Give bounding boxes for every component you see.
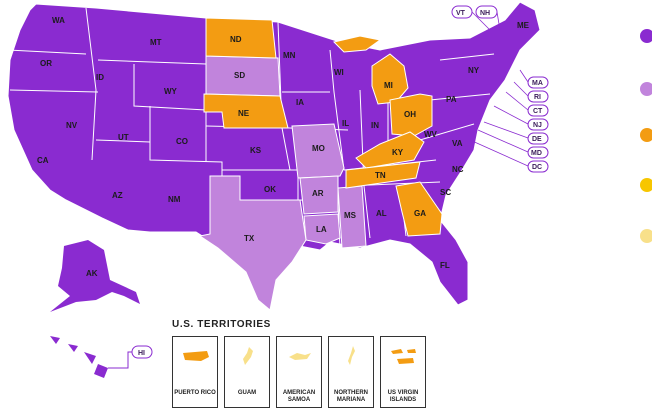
label-tx: TX — [244, 234, 255, 243]
svg-text:VT: VT — [456, 10, 466, 17]
label-tn: TN — [375, 171, 386, 180]
label-ak: AK — [86, 269, 98, 278]
label-mn: MN — [283, 51, 296, 60]
badge-hi: HI — [131, 345, 153, 359]
puerto-rico-shape — [183, 351, 209, 361]
state-tx — [198, 175, 307, 311]
label-wv: WV — [424, 130, 438, 139]
label-ny: NY — [468, 66, 480, 75]
label-co: CO — [176, 137, 188, 146]
label-ia: IA — [296, 98, 304, 107]
territory-card: NORTHERN MARIANA — [328, 336, 374, 408]
badge-vt: VT — [451, 5, 473, 19]
label-or: OR — [40, 59, 52, 68]
territory-card: AMERICAN SAMOA — [276, 336, 322, 408]
label-id: ID — [96, 73, 104, 82]
label-al: AL — [376, 209, 387, 218]
label-mt: MT — [150, 38, 162, 47]
label-mo: MO — [312, 144, 325, 153]
territory-name: US VIRGIN ISLANDS — [387, 390, 419, 403]
american-samoa-shape — [289, 353, 311, 360]
label-nm: NM — [168, 195, 181, 204]
legend-dot-purple — [640, 29, 652, 43]
state-nd — [205, 17, 277, 59]
legend-dot-yellow — [640, 178, 652, 192]
badge-ct: CT — [527, 104, 549, 117]
state-oh — [389, 93, 433, 137]
label-pa: PA — [446, 95, 457, 104]
label-nd: ND — [230, 35, 242, 44]
label-ar: AR — [312, 189, 324, 198]
northern-mariana-shape — [348, 346, 355, 365]
badge-dc: DC — [527, 160, 549, 173]
label-ky: KY — [392, 148, 404, 157]
label-ne: NE — [238, 109, 250, 118]
svg-text:DE: DE — [532, 136, 542, 143]
svg-text:DC: DC — [532, 164, 542, 171]
badge-md: MD — [527, 146, 549, 159]
svg-text:NH: NH — [480, 10, 490, 17]
state-labels: WA OR CA ID NV MT WY UT AZ CO NM ND SD N… — [37, 16, 530, 278]
label-in: IN — [371, 121, 379, 130]
state-ak — [50, 240, 140, 312]
badge-ri: RI — [527, 90, 549, 103]
badge-de: DE — [527, 132, 549, 145]
badge-nj: NJ — [527, 118, 549, 131]
guam-shape — [243, 347, 253, 365]
label-il: IL — [342, 119, 349, 128]
state-mi-up — [333, 35, 382, 53]
territory-name: GUAM — [237, 390, 257, 396]
territory-name: NORTHERN MARIANA — [334, 390, 368, 403]
svg-text:HI: HI — [138, 350, 145, 357]
label-va: VA — [452, 139, 463, 148]
label-wi: WI — [334, 68, 344, 77]
svg-text:MA: MA — [532, 80, 543, 87]
legend-dot-light-purple — [640, 82, 652, 96]
label-ms: MS — [344, 211, 357, 220]
territory-card: GUAM — [224, 336, 270, 408]
territory-card: PUERTO RICO — [172, 336, 218, 408]
svg-text:NJ: NJ — [533, 122, 542, 129]
label-ca: CA — [37, 156, 49, 165]
state-mi — [371, 53, 409, 105]
label-nc: NC — [452, 165, 464, 174]
us-virgin-islands-shape — [391, 349, 416, 364]
badge-nh: NH — [475, 5, 498, 19]
svg-text:MD: MD — [531, 150, 542, 157]
state-ne — [203, 93, 289, 129]
state-ar — [299, 175, 339, 215]
label-me: ME — [517, 21, 530, 30]
legend-dot-orange — [640, 128, 652, 142]
label-sd: SD — [234, 71, 245, 80]
label-ut: UT — [118, 133, 129, 142]
label-az: AZ — [112, 191, 123, 200]
label-wy: WY — [164, 87, 178, 96]
state-tn — [345, 161, 421, 189]
label-wa: WA — [52, 16, 65, 25]
label-oh: OH — [404, 110, 416, 119]
label-sc: SC — [440, 188, 451, 197]
state-ga — [395, 181, 443, 237]
territory-name: PUERTO RICO — [174, 390, 216, 396]
label-fl: FL — [440, 261, 450, 270]
legend-dot-light-yellow — [640, 229, 652, 243]
state-mo — [291, 123, 345, 179]
territory-card: US VIRGIN ISLANDS — [380, 336, 426, 408]
label-ga: GA — [414, 209, 426, 218]
badge-leader-lines — [469, 11, 529, 167]
label-mi: MI — [384, 81, 393, 90]
label-la: LA — [316, 225, 327, 234]
svg-text:RI: RI — [534, 94, 541, 101]
svg-text:CT: CT — [533, 108, 543, 115]
territories-title: U.S. TERRITORIES — [172, 319, 271, 330]
label-ks: KS — [250, 146, 262, 155]
label-ok: OK — [264, 185, 276, 194]
label-nv: NV — [66, 121, 78, 130]
state-hi — [50, 336, 108, 378]
territory-name: AMERICAN SAMOA — [282, 390, 316, 403]
badge-ma: MA — [527, 76, 549, 89]
